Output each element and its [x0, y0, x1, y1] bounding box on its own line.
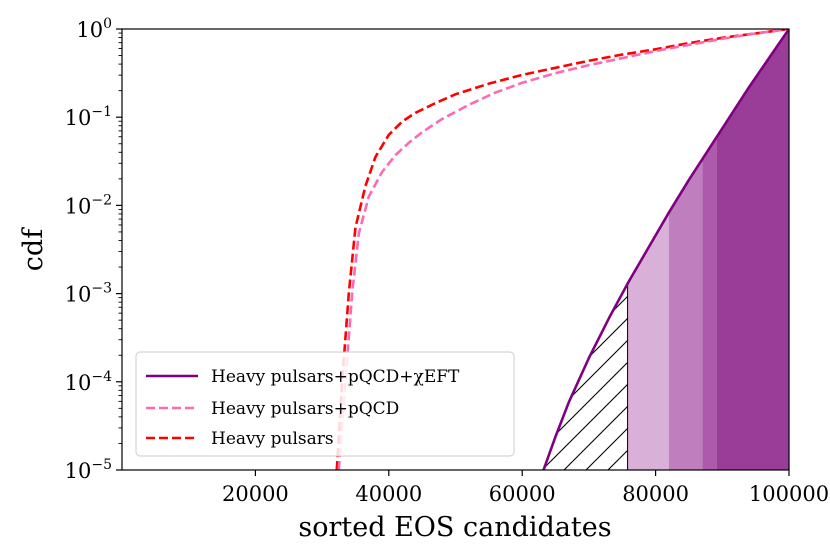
legend-label-pqcd: Heavy pulsars+pQCD: [211, 399, 399, 419]
legend-box: [135, 351, 515, 457]
series-line-3: [335, 29, 789, 470]
y-tick-label: 100: [76, 16, 112, 42]
x-tick-label: 100000: [749, 482, 829, 506]
shaded-band-1: [627, 212, 669, 470]
x-tick-label: 80000: [622, 482, 689, 506]
x-tick-label: 20000: [222, 482, 289, 506]
x-axis-title: sorted EOS candidates: [298, 512, 611, 543]
y-tick-label: 10−4: [65, 369, 112, 395]
shaded-bands: [543, 29, 789, 470]
series-lines: [335, 29, 789, 470]
hatched-region: [543, 283, 628, 470]
legend-label-pqcd-chieft: Heavy pulsars+pQCD+χEFT: [211, 367, 460, 387]
shaded-band-4: [716, 29, 789, 470]
plot-frame: [121, 28, 790, 471]
legend: Heavy pulsars+pQCD+χEFT Heavy pulsars+pQ…: [135, 351, 515, 457]
shaded-band-2: [668, 159, 703, 470]
axis-ticks: 20000 40000 60000 80000 100000 100 10−1 10−2 10−…: [65, 16, 829, 506]
y-tick-label: 10−5: [65, 457, 112, 483]
legend-label-heavy-pulsars: Heavy pulsars: [211, 429, 334, 449]
y-axis-title: cdf: [18, 227, 49, 271]
y-tick-label: 10−3: [65, 281, 112, 307]
y-tick-label: 10−2: [65, 192, 112, 218]
x-tick-label: 40000: [355, 482, 422, 506]
series-line-1: [542, 29, 789, 470]
series-line-2: [337, 29, 789, 470]
x-tick-label: 60000: [489, 482, 556, 506]
y-tick-label: 10−1: [65, 104, 112, 130]
shaded-band-3: [702, 136, 717, 470]
